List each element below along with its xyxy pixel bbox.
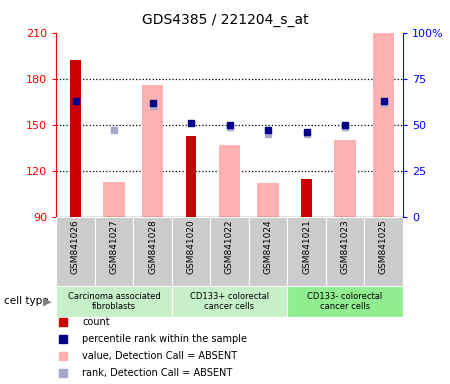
Bar bbox=[185, 136, 196, 217]
Text: percentile rank within the sample: percentile rank within the sample bbox=[82, 334, 247, 344]
Bar bbox=[172, 217, 210, 286]
Bar bbox=[142, 85, 163, 217]
Bar bbox=[172, 286, 287, 317]
Text: GSM841024: GSM841024 bbox=[264, 219, 273, 274]
Text: GSM841027: GSM841027 bbox=[109, 219, 118, 274]
Bar bbox=[95, 217, 133, 286]
Bar bbox=[56, 217, 95, 286]
Bar bbox=[70, 60, 81, 217]
Bar bbox=[373, 33, 394, 217]
Text: GSM841020: GSM841020 bbox=[186, 219, 195, 274]
Text: CD133- colorectal
cancer cells: CD133- colorectal cancer cells bbox=[307, 292, 382, 311]
Text: count: count bbox=[82, 317, 110, 327]
Bar bbox=[210, 217, 249, 286]
Text: rank, Detection Call = ABSENT: rank, Detection Call = ABSENT bbox=[82, 367, 233, 377]
Text: GSM841025: GSM841025 bbox=[379, 219, 388, 274]
Text: cell type: cell type bbox=[4, 296, 49, 306]
Text: GSM841028: GSM841028 bbox=[148, 219, 157, 274]
Text: GSM841022: GSM841022 bbox=[225, 219, 234, 274]
Bar bbox=[287, 217, 326, 286]
Text: GSM841021: GSM841021 bbox=[302, 219, 311, 274]
Text: Carcinoma associated
fibroblasts: Carcinoma associated fibroblasts bbox=[68, 292, 160, 311]
Bar bbox=[104, 182, 125, 217]
Bar bbox=[56, 286, 172, 317]
Bar bbox=[301, 179, 312, 217]
Text: GSM841023: GSM841023 bbox=[341, 219, 350, 274]
Bar bbox=[257, 183, 279, 217]
Text: value, Detection Call = ABSENT: value, Detection Call = ABSENT bbox=[82, 351, 237, 361]
Bar bbox=[364, 217, 403, 286]
Bar bbox=[249, 217, 287, 286]
Text: GDS4385 / 221204_s_at: GDS4385 / 221204_s_at bbox=[142, 13, 308, 27]
Text: GSM841026: GSM841026 bbox=[71, 219, 80, 274]
Text: ▶: ▶ bbox=[43, 296, 52, 306]
Bar bbox=[334, 140, 356, 217]
Text: CD133+ colorectal
cancer cells: CD133+ colorectal cancer cells bbox=[190, 292, 269, 311]
Bar bbox=[326, 217, 364, 286]
Bar bbox=[219, 145, 240, 217]
Bar bbox=[133, 217, 172, 286]
Bar bbox=[287, 286, 403, 317]
